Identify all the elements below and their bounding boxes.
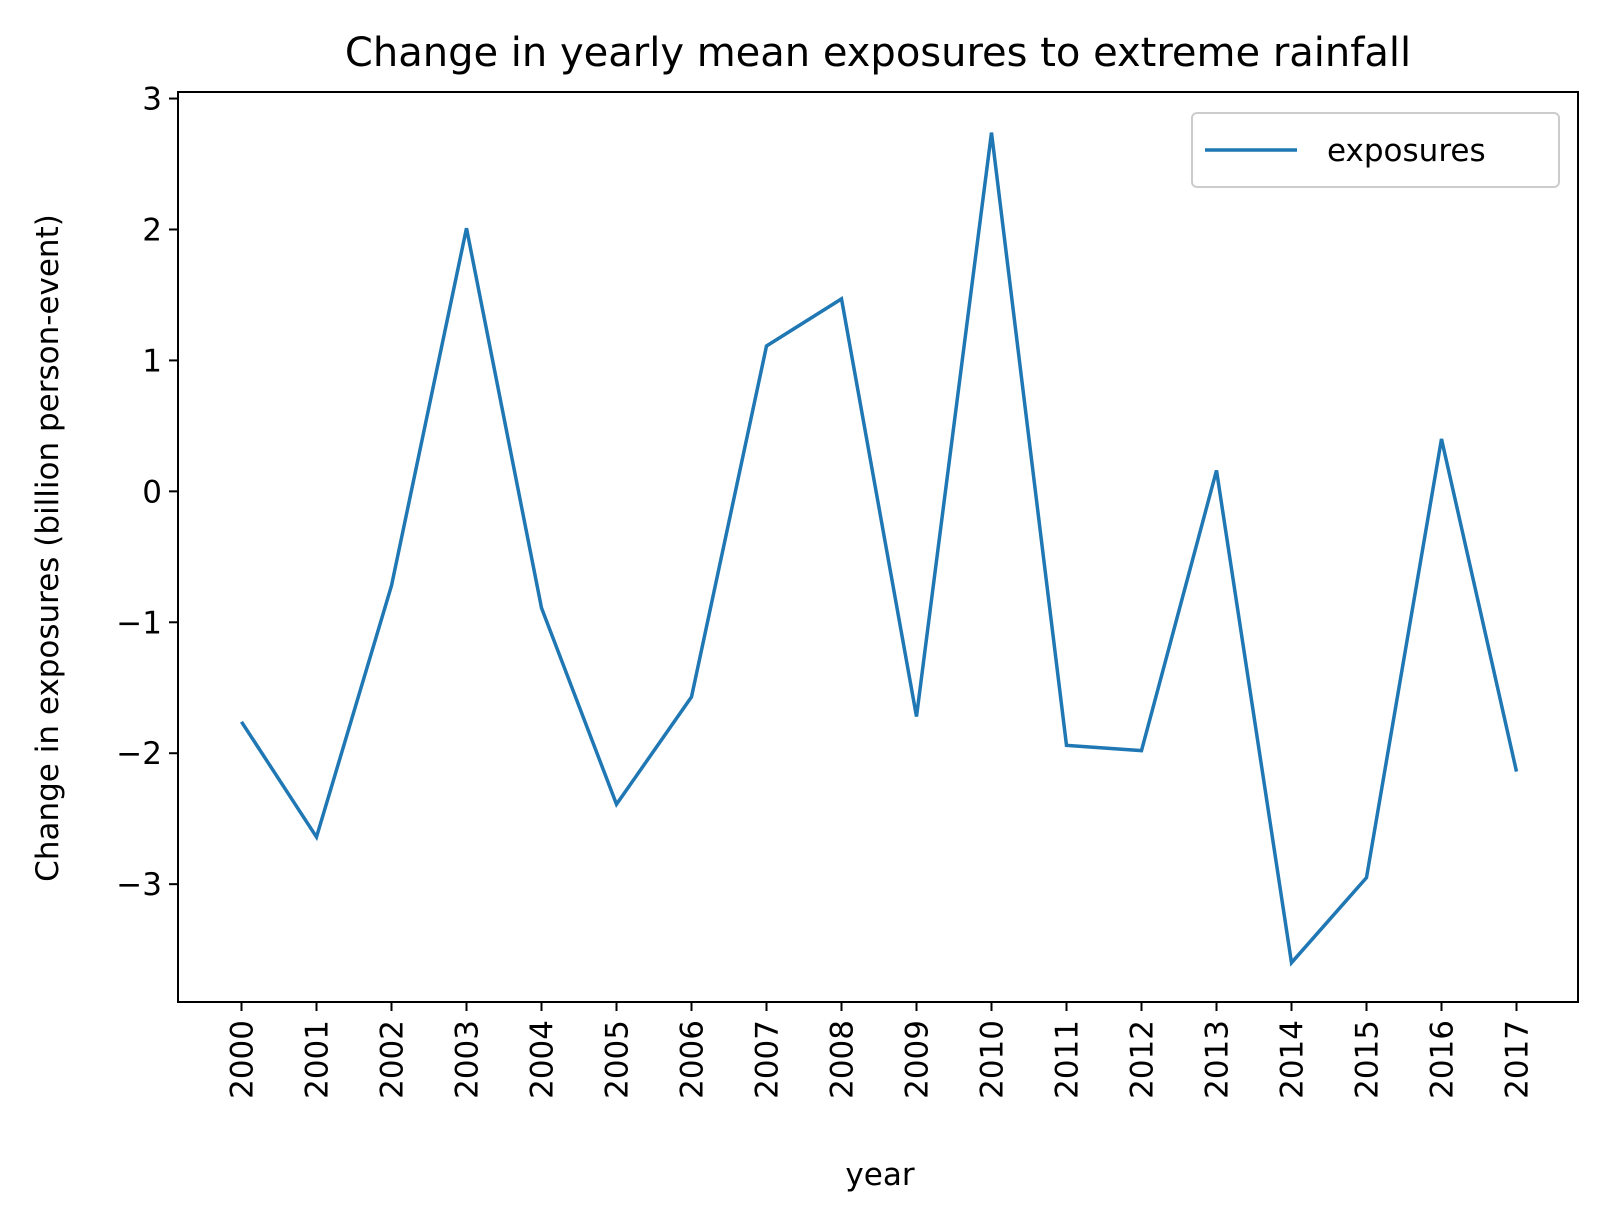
y-tick-label: −3 <box>116 867 162 903</box>
x-axis-label: year <box>845 1157 914 1193</box>
x-tick-label: 2008 <box>825 1020 861 1099</box>
x-tick-label: 2011 <box>1050 1020 1086 1099</box>
x-tick-label: 2003 <box>450 1020 486 1099</box>
x-tick-label: 2013 <box>1200 1020 1236 1099</box>
y-axis-label: Change in exposures (billion person-even… <box>30 214 66 882</box>
x-tick-label: 2001 <box>300 1020 336 1099</box>
y-tick-label: −1 <box>116 605 162 641</box>
y-tick-label: 3 <box>142 82 162 118</box>
series-line-exposures <box>240 132 1519 967</box>
x-tick-label: 2010 <box>975 1020 1011 1099</box>
x-tick-label: 2012 <box>1125 1020 1161 1099</box>
x-tick-label: 2014 <box>1275 1020 1311 1099</box>
x-tick-label: 2009 <box>900 1020 936 1099</box>
series-points <box>241 132 1517 963</box>
x-tick-label: 2002 <box>375 1020 411 1099</box>
x-tick-label: 2004 <box>525 1020 561 1099</box>
x-tick-label: 2006 <box>675 1020 711 1099</box>
y-tick-label: 0 <box>142 474 162 510</box>
legend-label-exposures: exposures <box>1327 133 1486 169</box>
chart-title: Change in yearly mean exposures to extre… <box>345 30 1411 76</box>
y-tick-label: 2 <box>142 212 162 248</box>
x-tick-label: 2017 <box>1500 1020 1536 1099</box>
x-tick-label: 2005 <box>600 1020 636 1099</box>
x-tick-label: 2007 <box>750 1020 786 1099</box>
x-axis: 2000 2001 2002 2003 2004 2005 2006 2007 2008 2009… <box>225 1002 1536 1099</box>
y-axis: 3 2 1 0 −1 −2 −3 <box>116 82 178 903</box>
y-tick-label: −2 <box>116 736 162 772</box>
x-tick-label: 2016 <box>1425 1020 1461 1099</box>
x-tick-label: 2000 <box>225 1020 261 1099</box>
y-tick-label: 1 <box>142 343 162 379</box>
x-tick-label: 2015 <box>1350 1020 1386 1099</box>
legend: exposures <box>1191 112 1560 188</box>
plot-area-frame <box>177 91 1579 1003</box>
legend-box <box>1191 112 1560 188</box>
